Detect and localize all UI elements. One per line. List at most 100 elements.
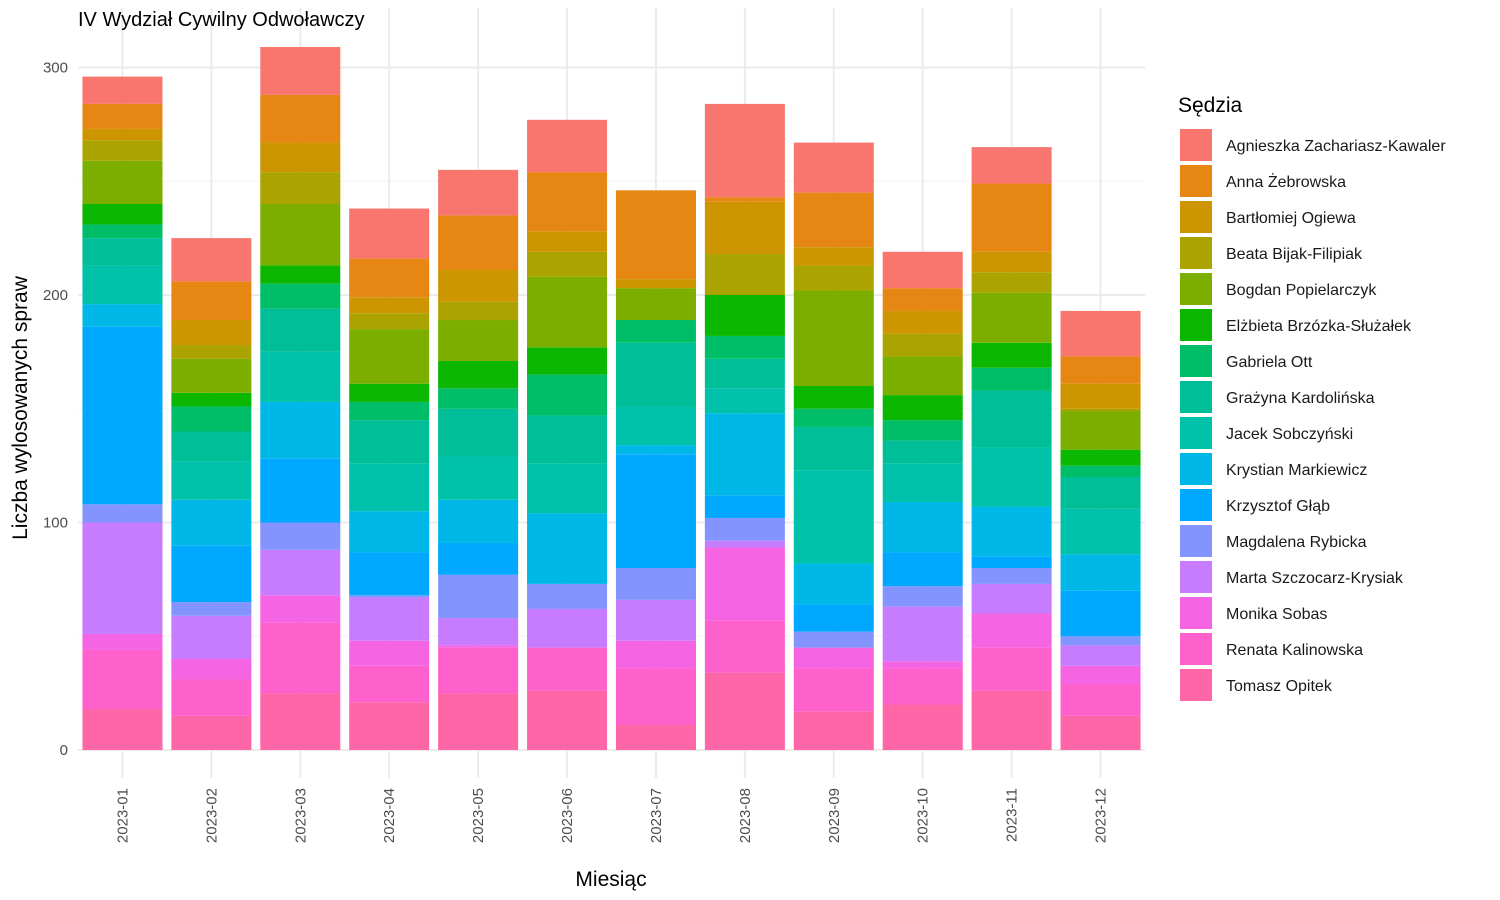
bar-segment (260, 204, 341, 266)
bar-segment (1060, 465, 1141, 477)
bar-segment (793, 290, 874, 386)
bar-segment (82, 76, 163, 104)
legend-swatch (1180, 597, 1212, 629)
bar-segment (704, 413, 785, 496)
bar-segment (82, 224, 163, 239)
bar-segment (615, 668, 696, 725)
bar-segment (82, 265, 163, 305)
bar-segment (704, 295, 785, 336)
bar-segment (971, 690, 1052, 750)
bars (82, 47, 1141, 750)
bar-segment (971, 556, 1052, 568)
bar-segment (704, 335, 785, 359)
bar-segment (1060, 665, 1141, 685)
bar-segment (349, 511, 430, 553)
bar-segment (527, 119, 608, 173)
bar-segment (1060, 645, 1141, 666)
x-tick-label: 2023-08 (737, 788, 754, 843)
bar-segment (793, 408, 874, 427)
legend-label: Anna Żebrowska (1226, 172, 1346, 191)
bar-segment (971, 342, 1052, 368)
bar-segment (704, 388, 785, 414)
bar-segment (615, 190, 696, 280)
bar-segment (171, 602, 252, 616)
y-tick-label: 0 (60, 742, 68, 759)
bar-segment (882, 288, 963, 311)
bar-segment (260, 549, 341, 596)
bar-segment (438, 618, 519, 646)
bar-segment (1060, 449, 1141, 466)
legend-label: Renata Kalinowska (1226, 642, 1363, 659)
bar-segment (82, 140, 163, 161)
x-tick-label: 2023-02 (203, 788, 220, 843)
legend-swatch (1180, 273, 1212, 305)
bar-segment (171, 345, 252, 359)
bar-segment (438, 499, 519, 543)
bar-segment (704, 620, 785, 673)
bar-segment (793, 142, 874, 193)
bar-segment (171, 461, 252, 500)
bar-segment (171, 679, 252, 716)
bar-segment (971, 506, 1052, 557)
bar-segment (1060, 684, 1141, 716)
bar-segment (171, 406, 252, 432)
legend-swatch (1180, 129, 1212, 161)
bar-segment (349, 383, 430, 402)
bar-segment (882, 463, 963, 503)
bar-segment (349, 258, 430, 298)
bar-segment (527, 513, 608, 584)
bar-segment (82, 160, 163, 204)
bar-segment (171, 392, 252, 407)
x-tick-label: 2023-06 (559, 788, 576, 843)
bar-segment (882, 420, 963, 441)
bar-segment (527, 231, 608, 252)
bar-segment (793, 426, 874, 471)
bar-segment (438, 645, 519, 648)
bar-segment (82, 128, 163, 141)
bar-segment (349, 597, 430, 641)
bar-segment (438, 269, 519, 302)
bar-segment (82, 709, 163, 750)
bar-segment (438, 408, 519, 457)
legend-title: Sędzia (1178, 94, 1243, 117)
bar-segment (882, 704, 963, 750)
bar-segment (1060, 411, 1141, 450)
bar-segment (1060, 508, 1141, 555)
legend-swatch (1180, 525, 1212, 557)
bar-segment (704, 495, 785, 518)
legend-swatch (1180, 417, 1212, 449)
bar-segment (82, 304, 163, 327)
bar-segment (971, 613, 1052, 648)
bar-segment (438, 542, 519, 575)
legend-items: Agnieszka Zachariasz-Kawaler Anna Żebrows… (1180, 129, 1446, 701)
x-tick-label: 2023-09 (826, 788, 843, 843)
bar-segment (615, 288, 696, 321)
x-axis-ticks: 2023-01 2023-02 2023-03 2023-04 2023-05 2023-… (114, 788, 1109, 843)
bar-segment (260, 401, 341, 459)
bar-segment (260, 622, 341, 694)
bar-segment (882, 586, 963, 607)
bar-segment (1060, 590, 1141, 637)
bar-segment (171, 499, 252, 546)
x-tick-label: 2023-04 (381, 788, 398, 843)
bar-segment (615, 342, 696, 407)
bar-segment (527, 347, 608, 375)
bar-segment (971, 647, 1052, 691)
bar-segment (793, 386, 874, 409)
bar-segment (171, 281, 252, 321)
bar-segment (793, 247, 874, 266)
bar-segment (260, 595, 341, 623)
bar-segment (793, 647, 874, 669)
legend-swatch (1180, 633, 1212, 665)
bar-segment (971, 251, 1052, 273)
bar-segment (1060, 383, 1141, 409)
bar-segment (971, 390, 1052, 448)
bar-segment (171, 545, 252, 603)
bar-segment (527, 276, 608, 348)
bar-segment (260, 351, 341, 402)
bar-segment (704, 254, 785, 295)
legend-swatch (1180, 561, 1212, 593)
bar-segment (971, 367, 1052, 391)
bar-segment (171, 431, 252, 462)
